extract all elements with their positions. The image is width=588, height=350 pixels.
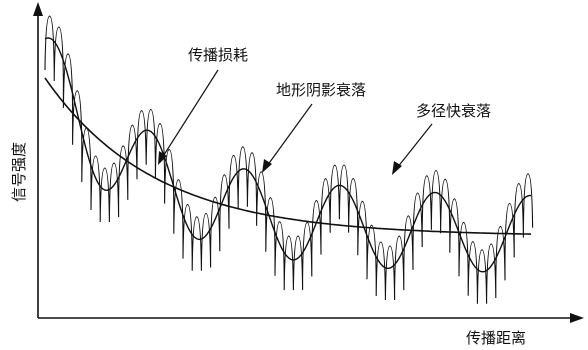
y-axis-arrow	[33, 2, 43, 16]
path-loss-label: 传播损耗	[188, 46, 248, 64]
fast-fading-pointer-head	[392, 161, 402, 175]
fast-fading-label: 多径快衰落	[416, 102, 491, 120]
x-axis-arrow	[570, 313, 584, 323]
shadowing-label: 地形阴影衰落	[276, 81, 366, 99]
fast-fading-pointer	[396, 123, 433, 169]
path-loss-pointer-head	[158, 151, 167, 165]
fast-fading-curve	[44, 15, 534, 304]
shadowing-pointer-head	[262, 159, 272, 173]
shadowing-curve	[44, 37, 531, 273]
shadowing-pointer	[266, 103, 313, 167]
path-loss-curve	[44, 77, 531, 235]
path-loss-pointer	[161, 69, 219, 159]
y-axis-label: 信号强度	[10, 142, 28, 202]
x-axis-label: 传播距离	[466, 329, 526, 347]
